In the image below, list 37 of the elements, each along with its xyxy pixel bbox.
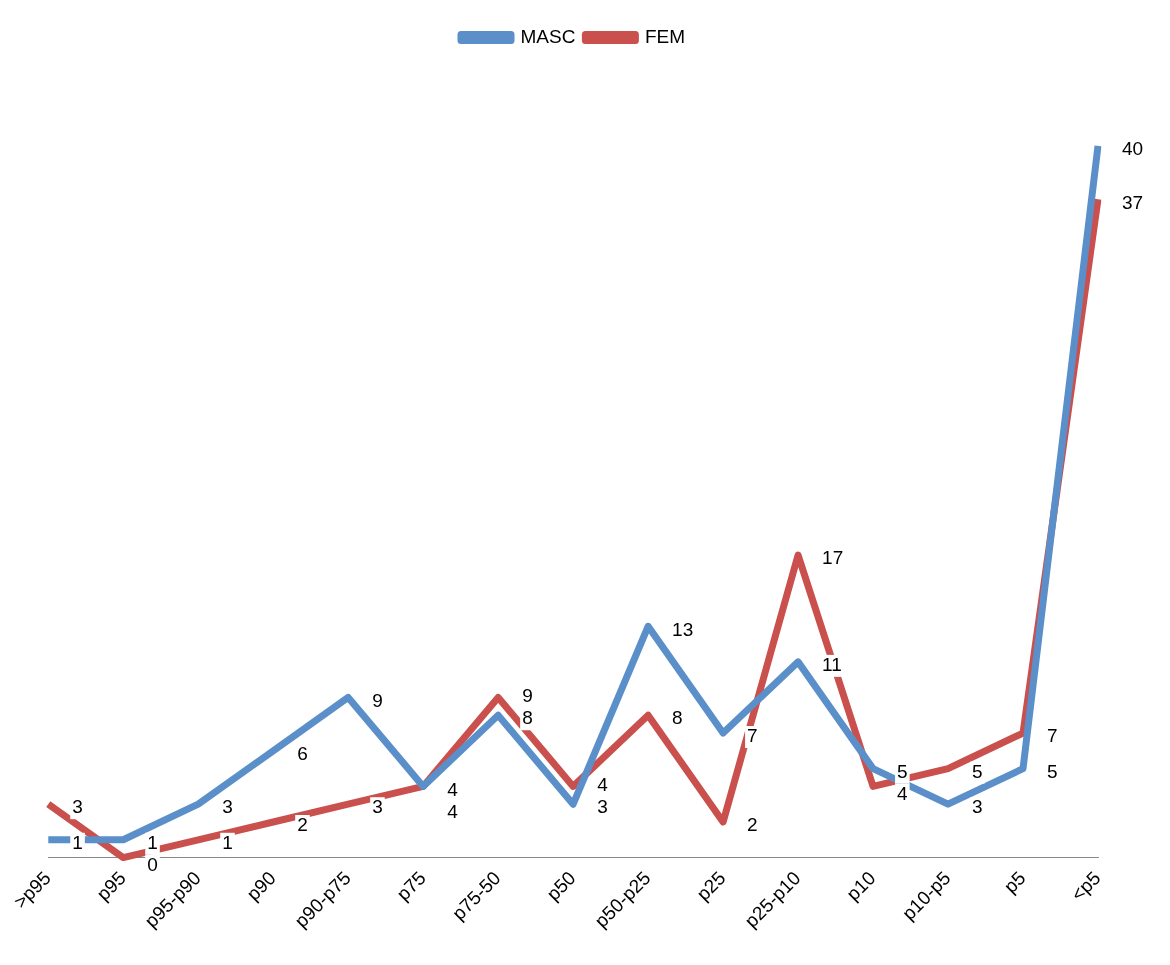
data-label: 8 — [522, 707, 533, 729]
x-tick-label: p50 — [542, 867, 580, 905]
data-label: 3 — [72, 796, 83, 818]
data-label: 2 — [747, 814, 758, 836]
x-tick-label: <p5 — [1066, 867, 1105, 905]
legend-label: FEM — [644, 25, 685, 47]
data-label: 4 — [447, 778, 459, 800]
data-label: 5 — [972, 760, 983, 782]
data-label: 9 — [522, 685, 533, 707]
data-label: 2 — [297, 814, 308, 836]
data-label: 9 — [372, 689, 383, 711]
data-label: 7 — [747, 725, 758, 747]
data-label: 0 — [147, 854, 158, 876]
data-label: 3 — [372, 796, 383, 818]
data-label: 3 — [972, 796, 983, 818]
data-label: 1 — [72, 832, 83, 854]
x-tick-label: p5 — [999, 867, 1030, 898]
data-label: 1 — [222, 832, 233, 854]
data-label: 11 — [822, 654, 842, 676]
data-label: 17 — [822, 547, 844, 569]
data-label: 4 — [447, 800, 459, 822]
x-tick-label: p10 — [842, 867, 880, 905]
legend-label: MASC — [520, 25, 576, 47]
data-label: 13 — [672, 618, 694, 640]
data-label: 3 — [222, 796, 233, 818]
x-tick-label: p90 — [242, 867, 280, 905]
data-label: 40 — [1122, 138, 1144, 160]
data-label: 37 — [1122, 191, 1144, 213]
data-label: 8 — [672, 707, 683, 729]
data-label: 7 — [1047, 725, 1058, 747]
data-label: 4 — [897, 782, 909, 804]
data-label: 6 — [297, 743, 308, 765]
data-label: 5 — [1047, 760, 1058, 782]
data-label: 3 — [597, 796, 608, 818]
data-label: 4 — [597, 774, 609, 796]
data-label: 1 — [147, 832, 158, 854]
data-label: 5 — [897, 760, 908, 782]
